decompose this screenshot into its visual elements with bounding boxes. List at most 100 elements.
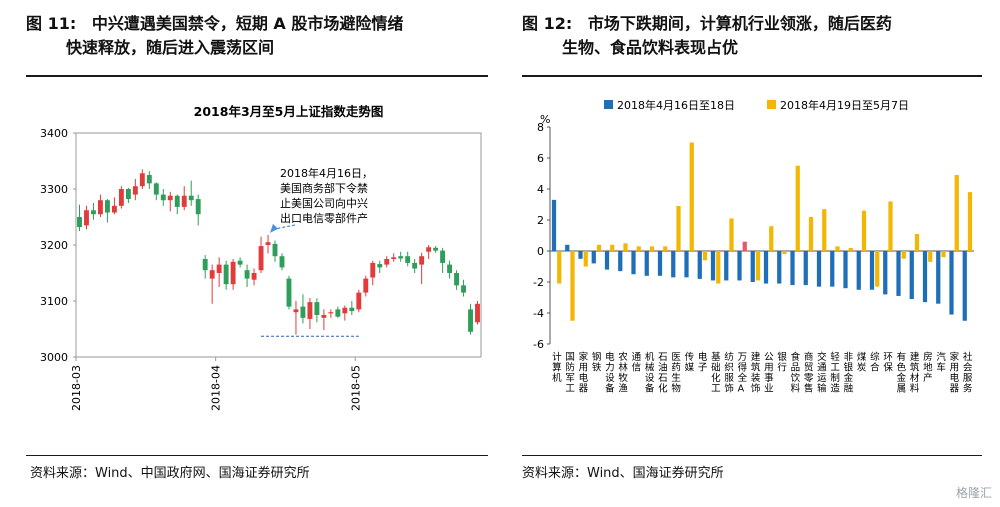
- category-label: 国防军工: [565, 352, 575, 395]
- category-label: 钢铁: [592, 351, 602, 374]
- right-title-rule: [522, 75, 982, 77]
- candle-body: [125, 189, 131, 200]
- category-label: 建筑材料: [910, 351, 920, 395]
- annotation-arrowhead: [270, 223, 279, 233]
- candle-body: [132, 186, 138, 195]
- bar: [551, 199, 557, 251]
- candle-body: [181, 195, 187, 207]
- y-tick-label: 3000: [40, 351, 68, 364]
- y-tick-label: -6: [533, 338, 544, 351]
- candle-body: [342, 307, 348, 314]
- candle-body: [279, 256, 285, 268]
- annotation-line: 美国商务部下令禁: [280, 181, 368, 195]
- candle-body: [77, 217, 82, 228]
- candle-body: [307, 302, 313, 319]
- candle-body: [335, 309, 341, 317]
- right-title-line2: 生物、食品饮料表现占优: [562, 38, 739, 57]
- candle-body: [272, 243, 278, 257]
- bar: [604, 251, 610, 270]
- bar: [861, 210, 867, 251]
- category-label: 轻工制造: [830, 351, 840, 395]
- bar: [803, 251, 808, 286]
- candle-body: [209, 270, 215, 279]
- left-source: 资料来源：Wind、中国政府网、国海证券研究所: [30, 466, 310, 481]
- candle-body: [167, 195, 173, 201]
- bar: [724, 251, 729, 281]
- right-figure-label: 图 12:: [522, 14, 573, 33]
- category-label: 通信: [632, 352, 642, 374]
- category-label: 电子: [698, 351, 708, 374]
- candle-body: [349, 307, 355, 312]
- candle-body: [91, 210, 96, 215]
- candle-body: [153, 183, 159, 195]
- watermark: 格隆汇: [955, 486, 992, 500]
- x-tick-label: 2018-05: [349, 365, 362, 411]
- bar: [636, 246, 641, 251]
- legend-label: 2018年4月16日至18日: [617, 98, 735, 112]
- right-figure-title: 图 12: 市场下跌期间，计算机行业领涨，随后医药 生物、食品饮料表现占优: [522, 12, 992, 60]
- candle-body: [391, 257, 397, 259]
- category-label: 汽车: [936, 351, 946, 374]
- category-label: 电力设备: [605, 351, 615, 395]
- candle-body: [258, 246, 264, 271]
- category-label: 房地产: [923, 351, 933, 384]
- category-label: 环保: [883, 352, 893, 374]
- bar: [816, 251, 822, 287]
- candle-body: [293, 309, 299, 313]
- category-label: 社会服务: [963, 351, 973, 395]
- bar: [936, 251, 941, 304]
- category-label: 煤炭: [857, 351, 867, 374]
- bar: [922, 251, 928, 303]
- candle-body: [356, 292, 362, 310]
- candle-body: [377, 264, 383, 268]
- y-tick-label: 4: [537, 183, 544, 196]
- bar: [808, 216, 814, 251]
- bar: [663, 246, 668, 251]
- bar: [583, 251, 588, 267]
- bar: [657, 251, 663, 276]
- candle-body: [160, 194, 166, 201]
- candle-body: [321, 315, 327, 318]
- category-label: 计算机: [552, 351, 562, 384]
- category-label: 医药生物: [671, 352, 681, 395]
- legend-swatch: [767, 100, 776, 109]
- bar: [835, 246, 840, 251]
- category-label: 石油石化: [658, 352, 668, 395]
- category-label: 家用电器: [579, 351, 589, 395]
- bar: [716, 251, 721, 284]
- bar: [570, 251, 575, 321]
- x-tick-label: 2018-03: [70, 365, 83, 411]
- bar: [671, 251, 676, 278]
- bar: [565, 244, 570, 251]
- bar: [967, 192, 973, 251]
- candle-body: [314, 302, 320, 315]
- category-label: 商贸零售: [804, 351, 814, 395]
- y-tick-label: 3100: [40, 295, 68, 308]
- bar: [644, 251, 649, 276]
- bar: [795, 165, 800, 251]
- category-label: 交通运输: [817, 351, 827, 395]
- candle-body: [146, 175, 152, 184]
- category-label: 农林牧渔: [618, 351, 628, 395]
- bar: [623, 243, 628, 251]
- candle-body: [447, 264, 453, 273]
- candle-body: [454, 273, 460, 286]
- right-source: 资料来源：Wind、国海证券研究所: [522, 466, 724, 481]
- candle-body: [237, 260, 243, 265]
- y-tick-label: 3200: [40, 239, 68, 252]
- bar: [883, 251, 888, 295]
- candle-body: [202, 259, 208, 271]
- left-figure-label: 图 11:: [26, 14, 77, 33]
- candle-body: [426, 247, 432, 252]
- bar: [888, 201, 893, 251]
- left-title-line2: 快速释放，随后进入震荡区间: [66, 38, 275, 57]
- bar: [962, 251, 967, 321]
- category-label: 有色金属: [897, 351, 907, 395]
- candle-body: [188, 195, 194, 201]
- bar: [949, 251, 954, 315]
- candlestick-chart: 2018年3月至5月上证指数走势图 3000 3100 3200 3300 3400 201…: [40, 104, 482, 411]
- candle-body: [363, 278, 369, 293]
- category-label: 家用电器: [950, 351, 960, 395]
- right-bottom-rule: [522, 455, 982, 456]
- candle-body: [461, 285, 466, 293]
